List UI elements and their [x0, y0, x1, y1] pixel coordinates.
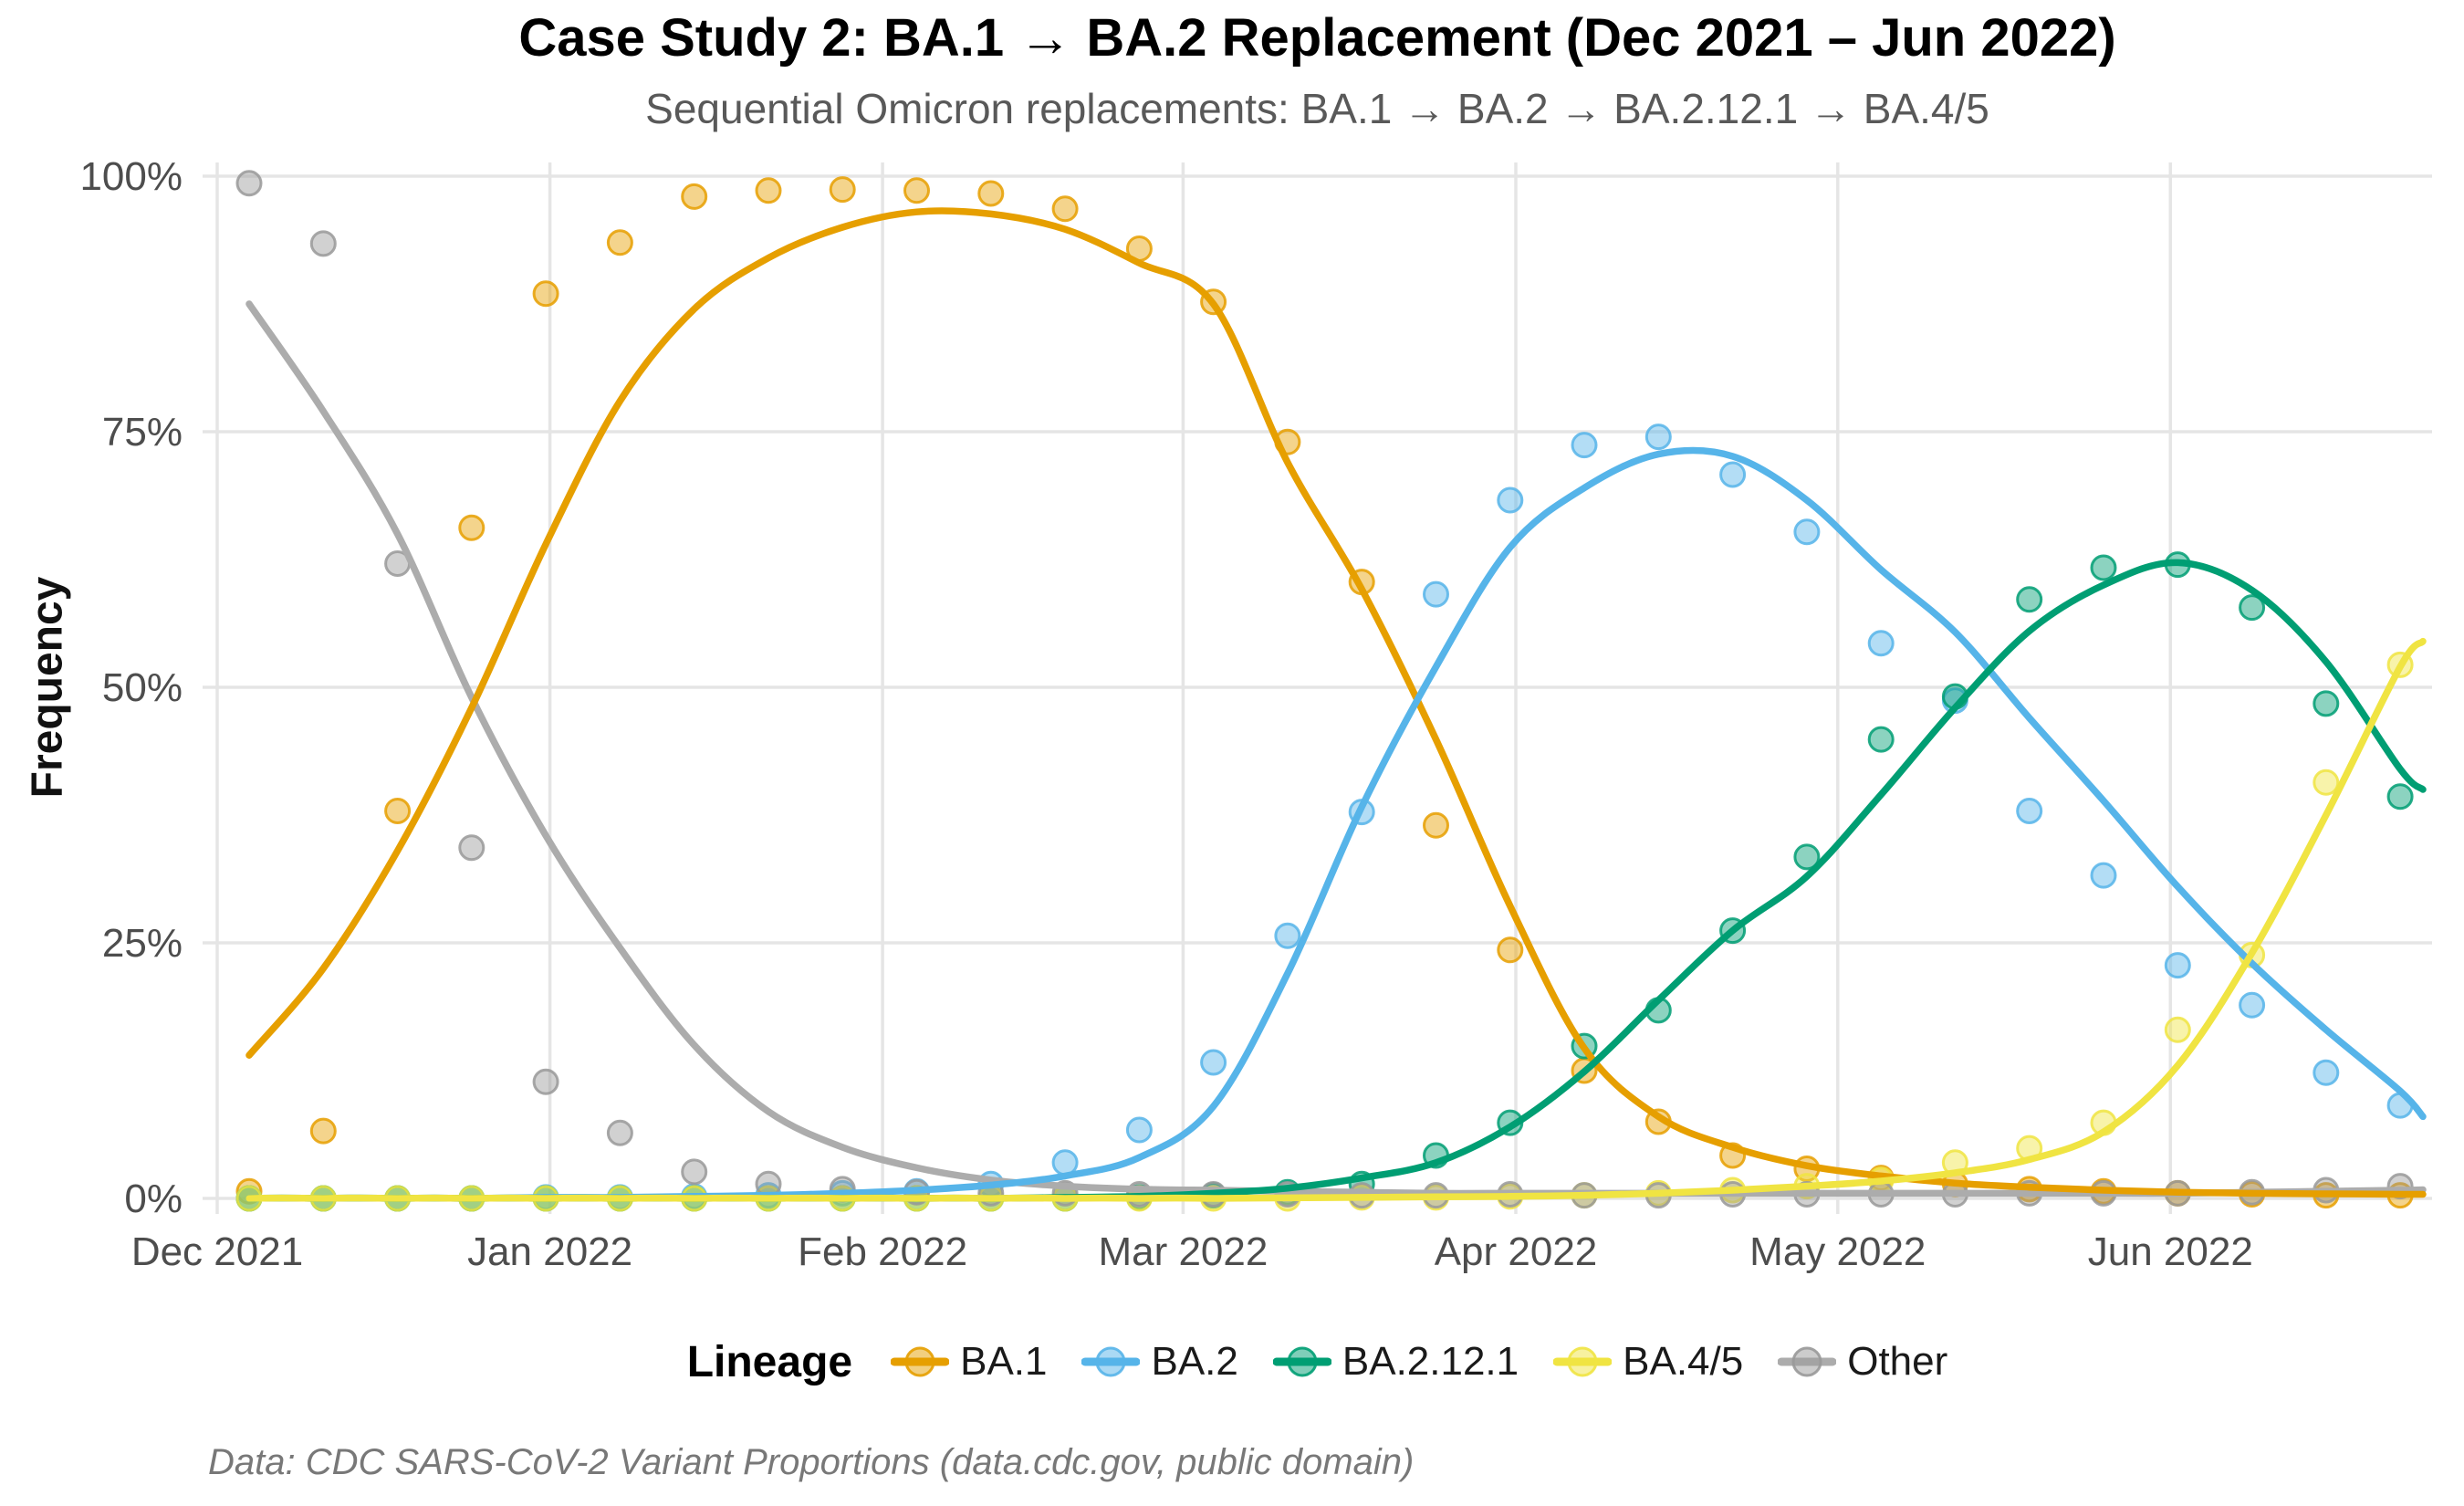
legend-key-ba-2-icon [1081, 1346, 1141, 1377]
legend-item-ba-1: BA.1 [891, 1333, 1047, 1391]
legend-key-ba-2-12-1-icon [1272, 1346, 1331, 1377]
data-point [977, 180, 1005, 207]
data-point [458, 834, 485, 862]
legend-key-other-icon [1778, 1346, 1837, 1377]
y-tick-label: 75% [102, 410, 183, 455]
data-point [1793, 843, 1821, 871]
chart-subtitle: Sequential Omicron replacements: BA.1 → … [645, 85, 1989, 132]
data-point [2239, 594, 2266, 622]
chart-title: Case Study 2: BA.1 → BA.2 Replacement (D… [518, 8, 2116, 68]
data-point [681, 1158, 708, 1186]
legend-label: BA.2 [1151, 1339, 1238, 1384]
data-point [1867, 726, 1895, 753]
data-point [1719, 461, 1747, 488]
legend-item-ba-2: BA.2 [1081, 1333, 1238, 1391]
y-axis-tick-labels: 0% 25% 50% 75% 100% [79, 154, 183, 1221]
legend-key-ba-1-icon [891, 1346, 950, 1377]
data-point [2164, 952, 2191, 979]
x-tick-label: Feb 2022 [798, 1229, 967, 1274]
data-point [1051, 195, 1079, 223]
series-ba-4-5-points [235, 651, 2414, 1212]
x-tick-label: May 2022 [1749, 1229, 1926, 1274]
series-ba-2-points [235, 424, 2414, 1212]
data-point [384, 798, 412, 824]
data-point [2386, 783, 2414, 811]
legend: Lineage BA.1 BA.2 BA.2.12.1 BA.4/5 Other [203, 1325, 2432, 1398]
data-point [606, 229, 633, 256]
data-point [235, 170, 263, 197]
data-point [1274, 922, 1301, 949]
x-tick-label: Dec 2021 [131, 1229, 303, 1274]
y-tick-label: 0% [124, 1177, 183, 1221]
y-tick-label: 25% [102, 921, 183, 966]
data-point [2313, 769, 2340, 796]
gridlines [203, 162, 2432, 1214]
x-tick-label: Jun 2022 [2088, 1229, 2253, 1274]
legend-key-ba-4-5-icon [1553, 1346, 1613, 1377]
data-point [606, 1119, 633, 1146]
data-point [309, 230, 337, 257]
y-tick-label: 50% [102, 665, 183, 710]
data-point [532, 1068, 559, 1095]
legend-item-ba-4-5: BA.4/5 [1553, 1333, 1743, 1391]
legend-label: BA.4/5 [1623, 1339, 1744, 1384]
legend-item-ba-2-12-1: BA.2.12.1 [1272, 1333, 1519, 1391]
series-other-points [235, 170, 2414, 1209]
data-point [2090, 862, 2117, 889]
legend-label: BA.1 [960, 1339, 1048, 1384]
data-point [2313, 1059, 2340, 1086]
data-point [1200, 1049, 1227, 1076]
data-point [1423, 580, 1449, 608]
data-point [829, 176, 856, 204]
y-tick-label: 100% [79, 154, 183, 199]
data-point [1571, 432, 1598, 459]
data-point [1423, 811, 1449, 839]
data-point [903, 177, 930, 204]
series-ba-4-5-line [245, 637, 2427, 1202]
data-point [1644, 424, 1672, 451]
series-ba-1-points [235, 176, 2414, 1209]
legend-title: Lineage [686, 1337, 853, 1386]
series-ba-1-line [245, 207, 2427, 1198]
data-point [755, 177, 782, 204]
data-point [2164, 1016, 2191, 1043]
data-point [2313, 690, 2340, 717]
data-point [1867, 630, 1895, 657]
data-point [2016, 798, 2043, 824]
legend-label: Other [1847, 1339, 1948, 1384]
legend-item-other: Other [1778, 1333, 1947, 1391]
data-point [2239, 991, 2266, 1019]
data-point [1125, 1116, 1153, 1144]
data-point [681, 183, 708, 210]
data-point [1497, 936, 1524, 964]
data-point [2016, 586, 2043, 613]
data-point [1051, 1149, 1079, 1177]
data-point [309, 1117, 337, 1145]
x-tick-label: Apr 2022 [1435, 1229, 1598, 1274]
chart-caption: Data: CDC SARS-CoV-2 Variant Proportions… [208, 1442, 1415, 1482]
x-axis-tick-labels: Dec 2021 Jan 2022 Feb 2022 Mar 2022 Apr 2022… [131, 1229, 2253, 1274]
data-point [532, 280, 559, 308]
x-tick-label: Jan 2022 [467, 1229, 632, 1274]
x-tick-label: Mar 2022 [1098, 1229, 1268, 1274]
data-point [1497, 486, 1524, 514]
data-point [458, 514, 485, 541]
data-point [2090, 554, 2117, 581]
series-ba-2-12-1-points [235, 551, 2414, 1212]
series-other-line [245, 300, 2427, 1197]
data-point [1793, 518, 1821, 546]
legend-label: BA.2.12.1 [1342, 1339, 1519, 1384]
